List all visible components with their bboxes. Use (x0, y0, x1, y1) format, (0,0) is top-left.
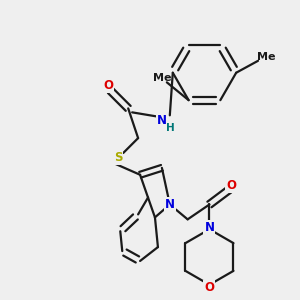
Text: N: N (157, 114, 167, 127)
Text: Me: Me (153, 74, 171, 83)
Text: O: O (103, 79, 113, 92)
Text: N: N (165, 198, 175, 211)
Text: N: N (204, 221, 214, 234)
Text: O: O (226, 179, 236, 192)
Text: S: S (114, 152, 122, 164)
Text: Me: Me (257, 52, 275, 62)
Text: H: H (167, 123, 175, 133)
Text: O: O (204, 281, 214, 294)
